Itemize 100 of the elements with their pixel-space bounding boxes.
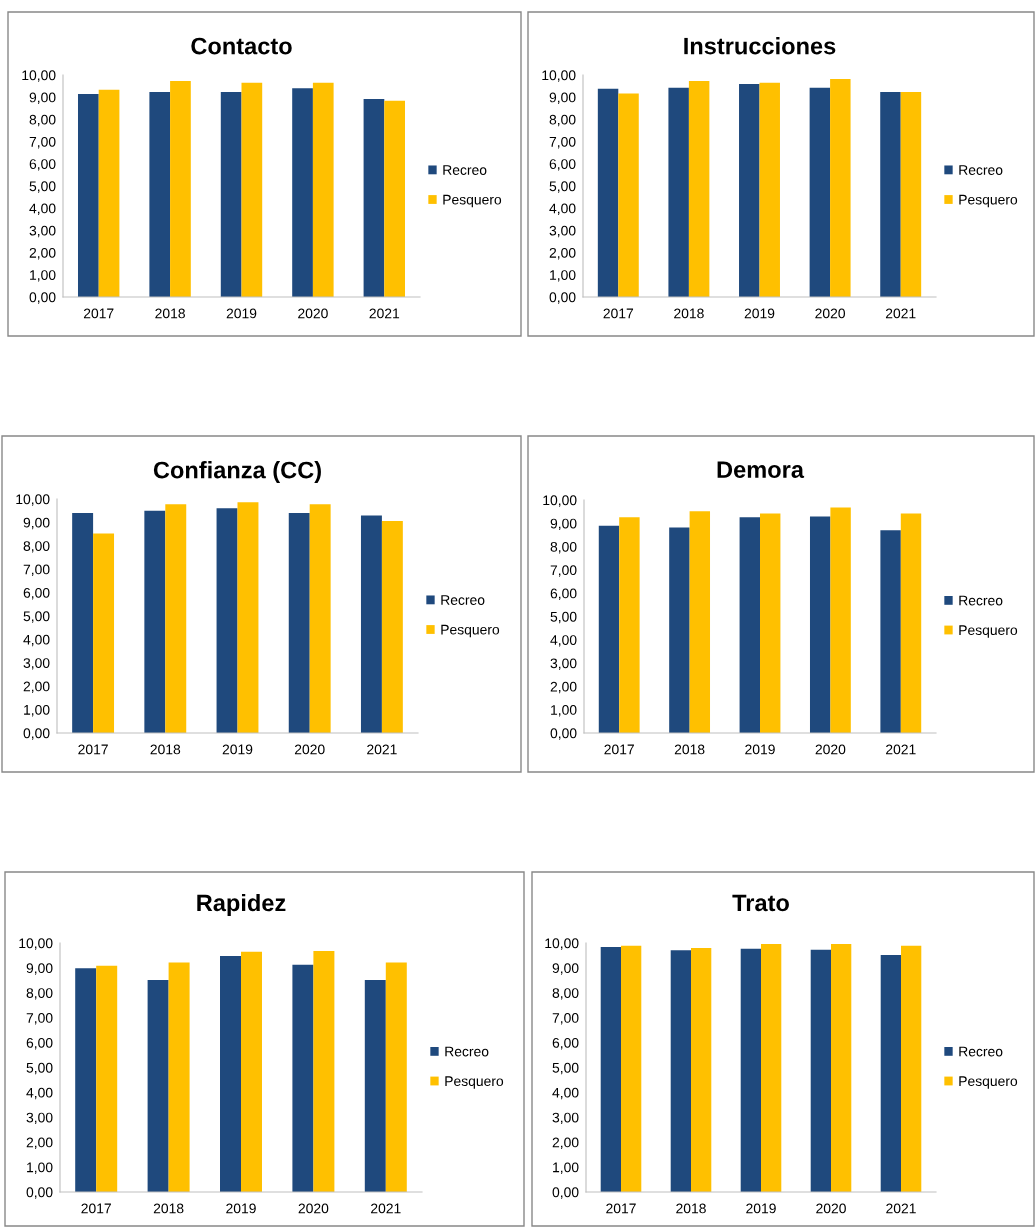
x-tick-label: 2021 xyxy=(371,1203,401,1214)
y-tick-label: 0,00 xyxy=(552,1187,579,1199)
x-tick-label: 2019 xyxy=(222,744,253,755)
x-tick-label: 2018 xyxy=(155,308,185,319)
bar xyxy=(760,513,781,733)
y-tick-label: 8,00 xyxy=(549,114,576,127)
bar xyxy=(880,530,901,733)
x-tick-label: 2017 xyxy=(604,744,634,755)
bar xyxy=(241,82,263,297)
legend-label: Pesquero xyxy=(959,1076,1018,1089)
bar xyxy=(72,513,94,733)
x-tick-label: 2018 xyxy=(153,1203,184,1214)
bar xyxy=(363,98,385,297)
chart-title: Confianza (CC) xyxy=(153,461,321,484)
chart-title: Contacto xyxy=(191,37,292,55)
x-tick-label: 2020 xyxy=(815,308,846,319)
bar xyxy=(237,502,259,733)
y-tick-label: 0,00 xyxy=(550,728,577,740)
y-tick-label: 10,00 xyxy=(19,938,53,950)
bar xyxy=(360,515,382,733)
y-tick-label: 9,00 xyxy=(552,963,579,975)
legend-label: Recreo xyxy=(959,1046,1003,1057)
y-tick-label: 5,00 xyxy=(549,181,576,193)
x-tick-label: 2019 xyxy=(745,744,775,755)
x-tick-label: 2017 xyxy=(81,1203,111,1214)
y-tick-label: 8,00 xyxy=(29,114,56,127)
chart-title: Instrucciones xyxy=(684,37,836,55)
y-tick-label: 8,00 xyxy=(23,541,50,553)
y-tick-label: 6,00 xyxy=(552,1037,579,1050)
y-tick-label: 8,00 xyxy=(26,988,53,1000)
y-tick-label: 6,00 xyxy=(26,1037,53,1050)
bar xyxy=(98,89,120,297)
legend-label: Recreo xyxy=(959,165,1003,175)
x-tick-label: 2018 xyxy=(676,1203,706,1214)
legend-label: Recreo xyxy=(443,165,487,175)
y-tick-label: 2,00 xyxy=(552,1137,579,1150)
legend-label: Pesquero xyxy=(959,625,1018,638)
y-tick-label: 8,00 xyxy=(550,541,577,554)
legend-label: Pesquero xyxy=(443,194,502,208)
y-tick-label: 2,00 xyxy=(29,247,56,260)
y-tick-label: 4,00 xyxy=(26,1087,53,1100)
y-tick-label: 4,00 xyxy=(23,634,50,647)
y-tick-label: 1,00 xyxy=(24,704,50,717)
bar xyxy=(165,504,187,733)
y-tick-label: 1,00 xyxy=(30,270,56,282)
bar xyxy=(689,511,711,733)
y-tick-label: 1,00 xyxy=(550,270,576,282)
bar xyxy=(216,508,238,733)
bar xyxy=(384,100,406,297)
x-tick-label: 2019 xyxy=(746,1203,776,1214)
bar xyxy=(220,92,242,297)
bar xyxy=(598,525,620,733)
y-tick-label: 5,00 xyxy=(550,611,577,624)
bar xyxy=(309,504,331,733)
bar xyxy=(77,94,99,297)
y-tick-label: 7,00 xyxy=(29,136,56,149)
y-tick-label: 1,00 xyxy=(553,1162,579,1174)
y-tick-label: 8,00 xyxy=(552,988,579,1000)
chart-title: Rapidez xyxy=(197,893,286,916)
bar xyxy=(900,513,922,733)
y-tick-label: 0,00 xyxy=(549,292,576,304)
x-tick-label: 2021 xyxy=(369,308,400,319)
y-tick-label: 0,00 xyxy=(23,728,50,740)
legend-label: Pesquero xyxy=(959,194,1018,208)
x-tick-label: 2017 xyxy=(78,744,108,755)
x-tick-label: 2018 xyxy=(674,308,704,319)
bar xyxy=(739,517,760,733)
y-tick-label: 5,00 xyxy=(26,1062,53,1075)
y-tick-label: 3,00 xyxy=(23,658,50,670)
y-tick-label: 3,00 xyxy=(29,225,56,238)
x-tick-label: 2020 xyxy=(294,744,325,755)
x-tick-label: 2020 xyxy=(298,308,328,319)
bar xyxy=(809,516,831,733)
x-tick-label: 2019 xyxy=(226,308,257,319)
x-tick-label: 2021 xyxy=(885,308,916,319)
x-tick-label: 2020 xyxy=(298,1203,329,1214)
legend-label: Recreo xyxy=(445,1046,489,1057)
x-tick-label: 2018 xyxy=(674,744,705,755)
y-tick-label: 9,00 xyxy=(26,963,53,975)
y-tick-label: 3,00 xyxy=(549,225,576,238)
x-tick-label: 2021 xyxy=(367,744,397,755)
y-tick-label: 6,00 xyxy=(549,159,576,171)
y-tick-label: 10,00 xyxy=(545,938,579,950)
bar xyxy=(669,527,690,733)
bar xyxy=(144,510,166,733)
y-tick-label: 5,00 xyxy=(552,1062,579,1075)
legend-label: Pesquero xyxy=(441,624,500,638)
x-tick-label: 2019 xyxy=(744,308,775,319)
y-tick-label: 1,00 xyxy=(27,1162,53,1174)
y-tick-label: 9,00 xyxy=(23,517,50,530)
y-tick-label: 7,00 xyxy=(549,136,576,149)
y-tick-label: 3,00 xyxy=(26,1112,53,1125)
y-tick-label: 4,00 xyxy=(549,203,576,216)
bar xyxy=(170,80,191,297)
legend-label: Pesquero xyxy=(445,1076,504,1089)
y-tick-label: 2,00 xyxy=(26,1137,53,1150)
chart-title: Trato xyxy=(732,894,789,912)
y-tick-label: 4,00 xyxy=(550,635,577,647)
x-tick-label: 2017 xyxy=(606,1203,636,1214)
y-tick-label: 3,00 xyxy=(552,1112,579,1125)
